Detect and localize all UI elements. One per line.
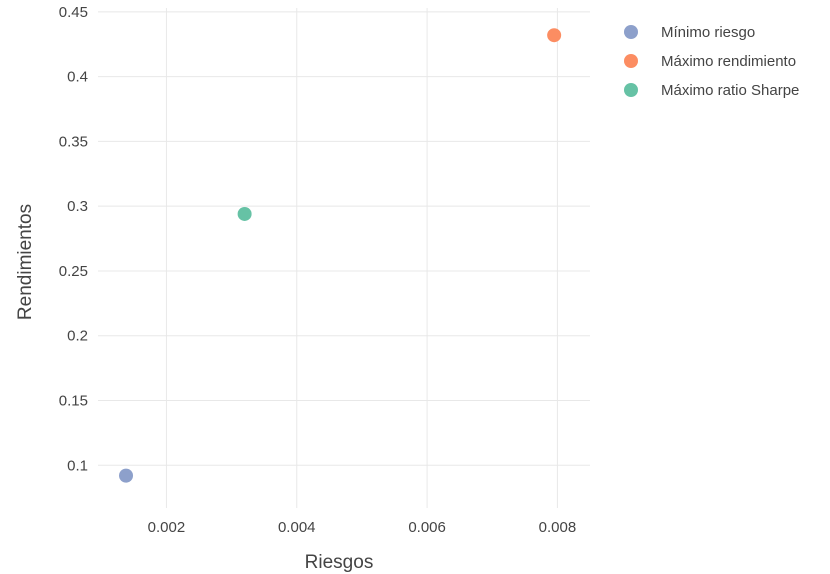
data-point[interactable] [119,468,134,483]
y-tick-label: 0.4 [67,69,88,86]
legend-item[interactable]: Máximo ratio Sharpe [624,82,799,99]
y-tick-label: 0.2 [67,328,88,345]
legend-marker-icon [624,54,638,68]
x-axis-ticks: 0.002 0.004 0.006 0.008 [148,519,577,536]
x-tick-label: 0.008 [539,519,577,536]
y-tick-label: 0.1 [67,457,88,474]
legend-marker-icon [624,83,638,97]
x-axis-title: Riesgos [305,552,374,573]
y-tick-label: 0.35 [59,133,88,150]
x-tick-label: 0.004 [278,519,316,536]
y-axis-title: Rendimientos [15,204,36,320]
legend[interactable]: Mínimo riesgo Máximo rendimiento Máximo ra… [624,24,799,99]
grid [98,8,590,508]
data-point[interactable] [237,206,252,221]
y-tick-label: 0.25 [59,263,88,280]
y-tick-label: 0.15 [59,392,88,409]
legend-label: Mínimo riesgo [661,24,755,41]
data-points [119,28,562,483]
data-point[interactable] [547,28,562,43]
legend-item[interactable]: Mínimo riesgo [624,24,755,41]
legend-marker-icon [624,25,638,39]
y-tick-label: 0.3 [67,198,88,215]
y-axis-ticks: 0.1 0.15 0.2 0.25 0.3 0.35 0.4 0.45 [59,4,88,474]
x-tick-label: 0.006 [408,519,446,536]
legend-label: Máximo rendimiento [661,53,796,70]
legend-label: Máximo ratio Sharpe [661,82,799,99]
y-tick-label: 0.45 [59,4,88,21]
legend-item[interactable]: Máximo rendimiento [624,53,796,70]
x-tick-label: 0.002 [148,519,186,536]
